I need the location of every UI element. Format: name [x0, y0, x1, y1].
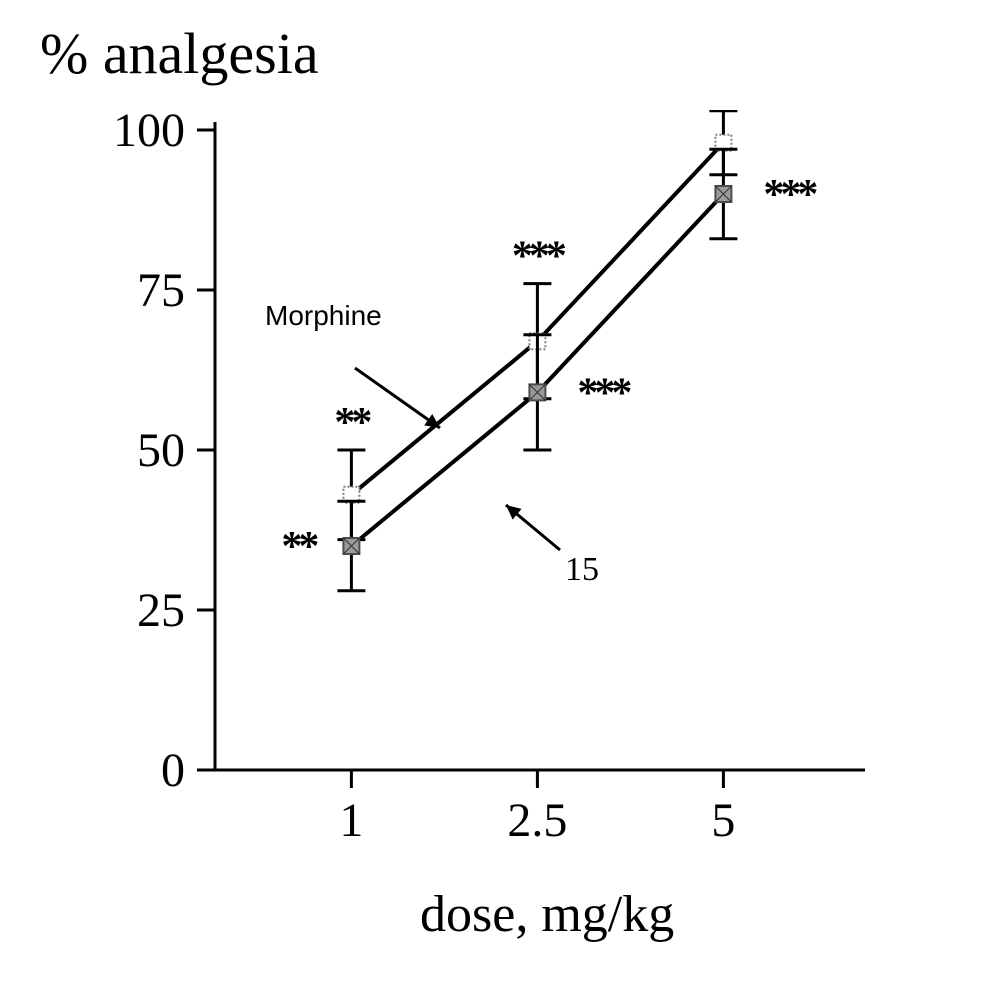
x-tick-label: 5: [711, 794, 735, 847]
chart-svg: 025507510012.55****************Morphine1…: [40, 110, 940, 950]
x-axis-label: dose, mg/kg: [420, 885, 674, 944]
y-tick-label: 0: [161, 744, 185, 797]
significance-stars: **: [281, 524, 318, 570]
significance-stars: ***: [577, 370, 631, 416]
series-label-15: 15: [565, 551, 599, 588]
series-label-morphine: Morphine: [265, 300, 382, 331]
significance-stars: **: [334, 400, 371, 446]
significance-stars: ***: [763, 172, 817, 218]
x-tick-label: 2.5: [507, 794, 567, 847]
y-tick-label: 75: [137, 264, 185, 317]
y-tick-label: 25: [137, 584, 185, 637]
y-tick-label: 50: [137, 424, 185, 477]
significance-stars: ***: [512, 234, 566, 280]
chart-container: 025507510012.55****************Morphine1…: [40, 110, 940, 950]
x-tick-label: 1: [339, 794, 363, 847]
y-tick-label: 100: [113, 110, 185, 157]
page-title: % analgesia: [40, 20, 319, 87]
